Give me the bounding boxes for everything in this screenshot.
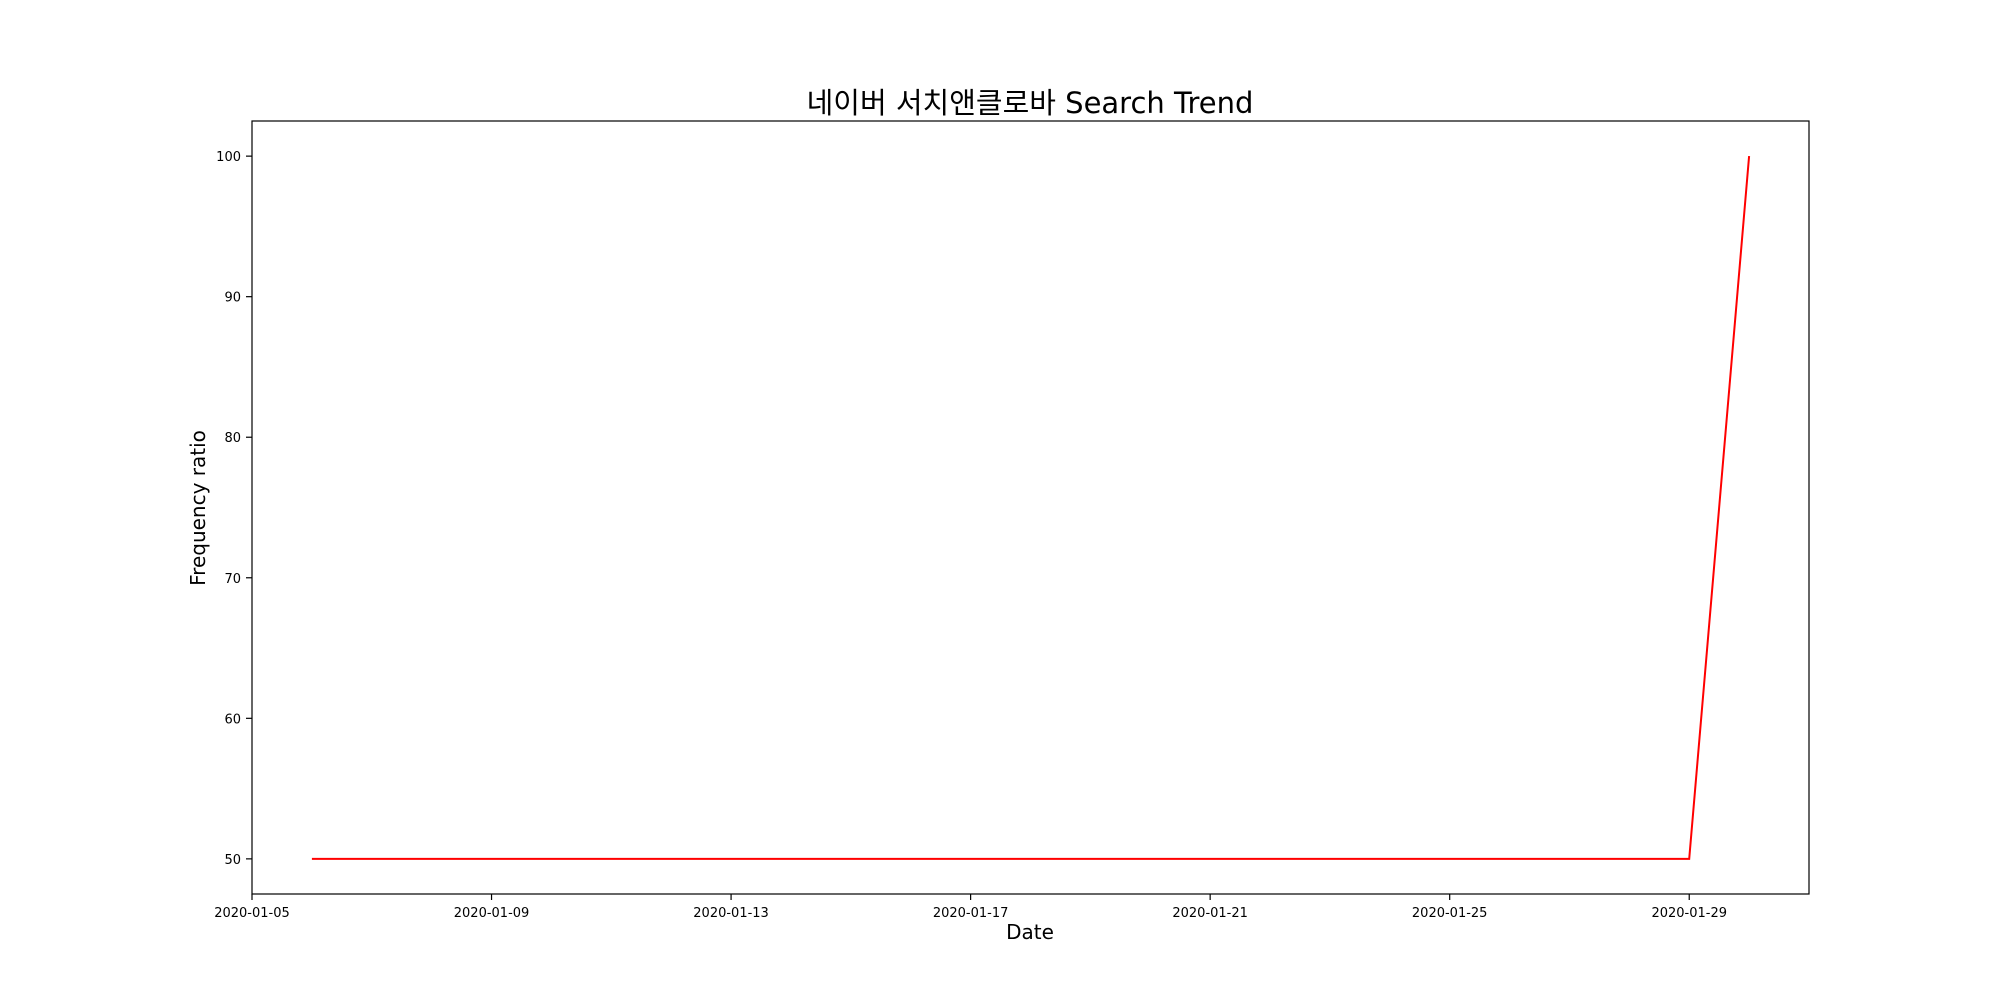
x-tick-label: 2020-01-05 — [214, 906, 290, 921]
x-tick-label: 2020-01-17 — [933, 906, 1009, 921]
x-tick-label: 2020-01-09 — [454, 906, 530, 921]
y-tick-label: 60 — [224, 712, 241, 727]
y-tick-label: 90 — [224, 291, 241, 306]
y-tick-label: 70 — [224, 572, 241, 587]
series-line — [311, 156, 1751, 860]
x-axis: 2020-01-05 2020-01-09 2020-01-13 2020-01-17… — [214, 894, 1727, 921]
y-tick-label: 80 — [224, 431, 241, 446]
series-layer — [311, 156, 1751, 860]
plot-area — [251, 120, 1810, 895]
y-axis-label: Frequency ratio — [186, 430, 210, 586]
y-tick-label: 100 — [216, 150, 241, 165]
chart-title: 네이버 서치앤클로바 Search Trend — [807, 86, 1254, 120]
y-axis: 50 60 70 80 90 100 — [216, 150, 252, 868]
y-tick-label: 50 — [224, 853, 241, 868]
x-tick-label: 2020-01-25 — [1412, 906, 1488, 921]
x-axis-label: Date — [1006, 920, 1054, 944]
x-tick-label: 2020-01-21 — [1172, 906, 1248, 921]
x-tick-label: 2020-01-29 — [1651, 906, 1727, 921]
x-tick-label: 2020-01-13 — [693, 906, 769, 921]
